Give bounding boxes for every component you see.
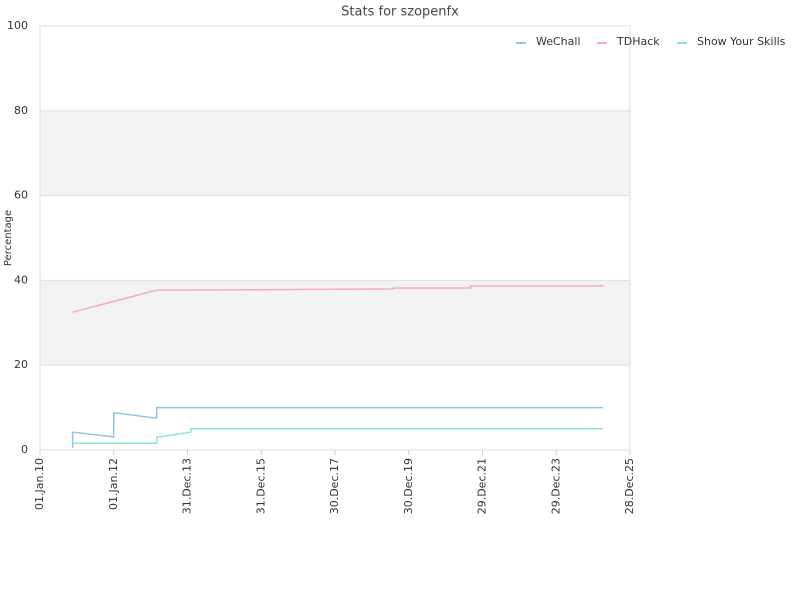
x-tick-label: 29.Dec.23 [549,458,562,514]
legend-item: TDHack [597,35,660,48]
x-tick-label: 30.Dec.19 [402,458,415,514]
series-line [71,406,604,448]
plot-band [40,110,630,196]
x-tick-label: 28.Dec.25 [623,458,636,514]
series-line [72,285,604,313]
y-tick-label: 60 [14,189,28,202]
x-tick-label: 29.Dec.21 [476,458,489,514]
y-tick-label: 0 [21,443,28,456]
legend-item: WeChall [516,35,581,48]
y-axis-label: Percentage [3,210,14,266]
y-tick-label: 40 [14,273,28,286]
x-tick-label: 01.Jan.10 [33,458,46,510]
legend-item: Show Your Skills [677,35,786,48]
x-tick-label: 31.Dec.13 [181,458,194,514]
plot-border [39,25,631,451]
legend-label: Show Your Skills [697,35,786,48]
y-tick-label: 100 [7,19,28,32]
legend-label: WeChall [536,35,581,48]
y-tick-label: 20 [14,358,28,371]
y-tick-label: 80 [14,104,28,117]
plot-band [40,280,630,366]
x-tick-label: 30.Dec.17 [328,458,341,514]
legend-label: TDHack [616,35,660,48]
x-tick-label: 01.Jan.12 [107,458,120,510]
series-line [72,428,604,444]
x-tick-label: 31.Dec.15 [254,458,267,514]
chart-title: Stats for szopenfx [341,5,459,20]
